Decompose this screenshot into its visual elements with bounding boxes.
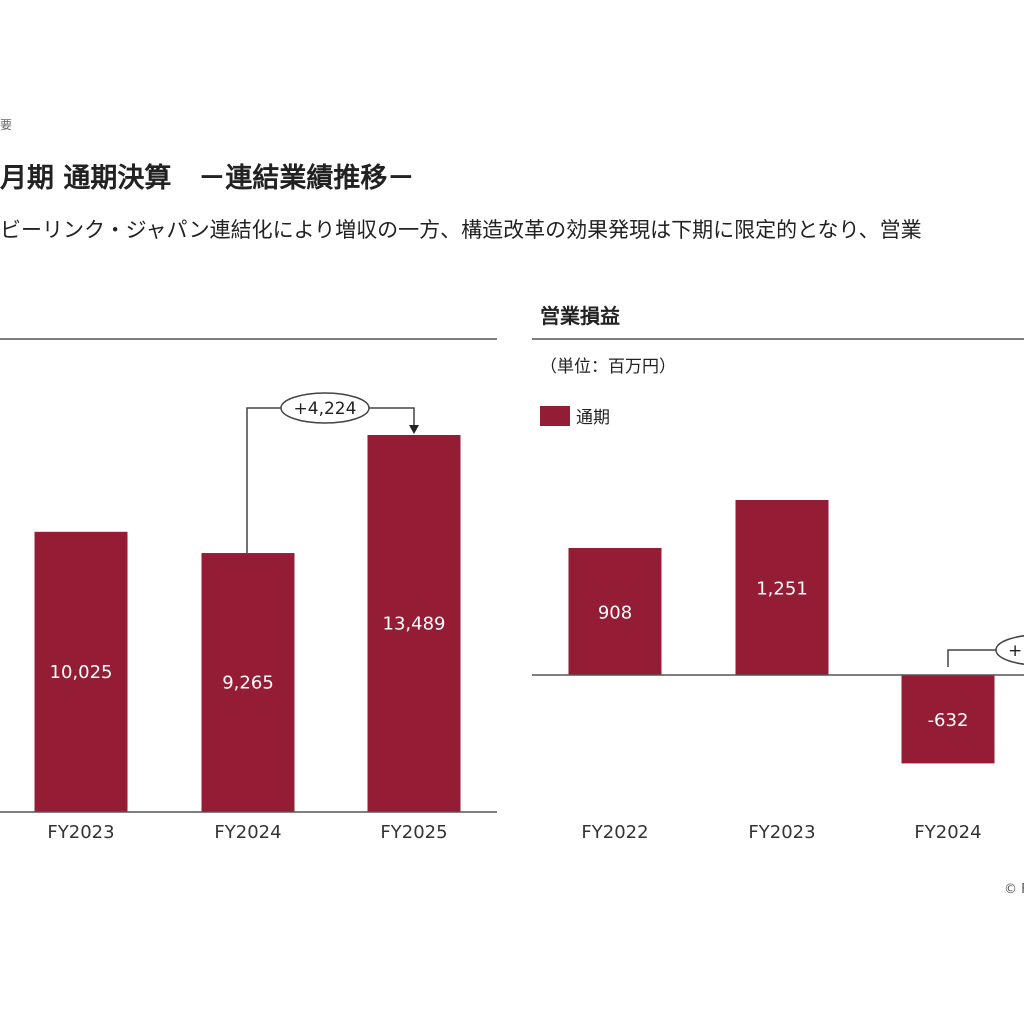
page-subtitle: ビーリンク・ジャパン連結化により増収の一方、構造改革の効果発現は下期に限定的とな… (0, 218, 922, 242)
bar-value-label: 9,265 (222, 673, 274, 694)
revenue-change-annotation: +4,224 (246, 392, 419, 554)
x-tick-label: FY2025 (380, 822, 447, 843)
operating-profit-unit-label: （単位：百万円） (540, 357, 676, 377)
legend-swatch (540, 405, 570, 426)
bar-fy2024 (201, 553, 295, 812)
annotation-arrowhead (409, 425, 419, 434)
bar-fy2025 (367, 435, 461, 812)
annotation-label: + (1008, 641, 1022, 661)
x-tick-label: FY2023 (748, 822, 815, 843)
x-tick-label: FY2024 (214, 822, 281, 843)
operating-profit-legend: 通期 (540, 403, 610, 428)
bar-value-label: 1,251 (756, 579, 808, 600)
legend-label: 通期 (576, 408, 610, 428)
bar-fy2023 (34, 531, 128, 812)
x-tick-label: FY2022 (581, 822, 648, 843)
bar-value-label: 908 (598, 602, 632, 623)
page-title: 月期 通期決算 －連結業績推移－ (0, 163, 415, 194)
annotation-label: +4,224 (294, 399, 357, 419)
operating-profit-change-annotation: + (947, 635, 1024, 667)
annotation-connector (947, 649, 1000, 667)
breadcrumb: 要 (0, 118, 13, 132)
x-tick-label: FY2023 (47, 822, 114, 843)
bar-fy2023 (735, 500, 829, 675)
bar-value-label: -632 (928, 710, 969, 731)
copyright: © F (1004, 882, 1024, 897)
annotation-bubble (280, 392, 370, 424)
bar-fy2024 (901, 675, 995, 764)
operating-profit-chart-title: 営業損益 (540, 304, 620, 328)
bar-value-label: 10,025 (50, 662, 113, 683)
annotation-bubble (995, 635, 1024, 665)
x-tick-label: FY2024 (914, 822, 981, 843)
bar-fy2022 (568, 547, 662, 675)
bar-value-label: 13,489 (383, 614, 446, 635)
